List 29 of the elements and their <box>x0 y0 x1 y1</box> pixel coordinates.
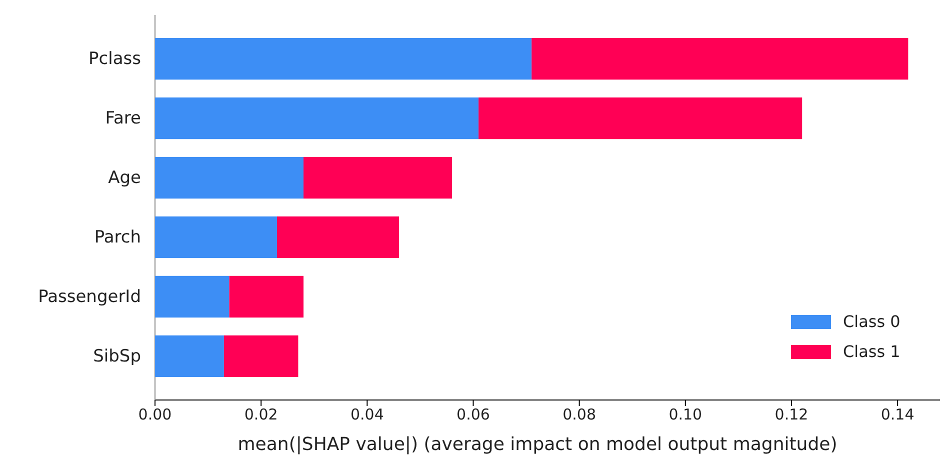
bar <box>155 276 230 318</box>
bar <box>155 38 532 80</box>
x-tick-label: 0.02 <box>244 406 278 424</box>
bar <box>276 216 399 258</box>
x-tick-label: 0.12 <box>774 406 808 424</box>
x-tick-label: 0.10 <box>668 406 702 424</box>
y-tick-label: PassengerId <box>38 287 141 308</box>
bar <box>224 335 298 378</box>
x-tick-label: 0.00 <box>138 406 172 424</box>
x-tick-label: 0.04 <box>350 406 384 424</box>
y-tick-label: Age <box>108 168 141 188</box>
x-axis-title: mean(|SHAP value|) (average impact on model output magnitude) <box>238 434 838 455</box>
bar <box>155 156 304 199</box>
bar <box>155 216 277 258</box>
bar <box>304 156 452 199</box>
x-tick-label: 0.08 <box>562 406 596 424</box>
bar <box>532 38 908 80</box>
bar <box>478 97 802 140</box>
bar <box>155 335 224 378</box>
legend-label: Class 0 <box>843 312 900 331</box>
bar <box>229 276 304 318</box>
x-tick-label: 0.06 <box>456 406 490 424</box>
y-tick-label: Parch <box>94 228 141 248</box>
legend-label: Class 1 <box>843 342 900 361</box>
y-tick-label: SibSp <box>93 346 141 367</box>
bar <box>155 97 479 140</box>
y-tick-label: Fare <box>105 108 141 129</box>
y-tick-label: Pclass <box>88 49 142 70</box>
x-tick-label: 0.14 <box>880 406 914 424</box>
